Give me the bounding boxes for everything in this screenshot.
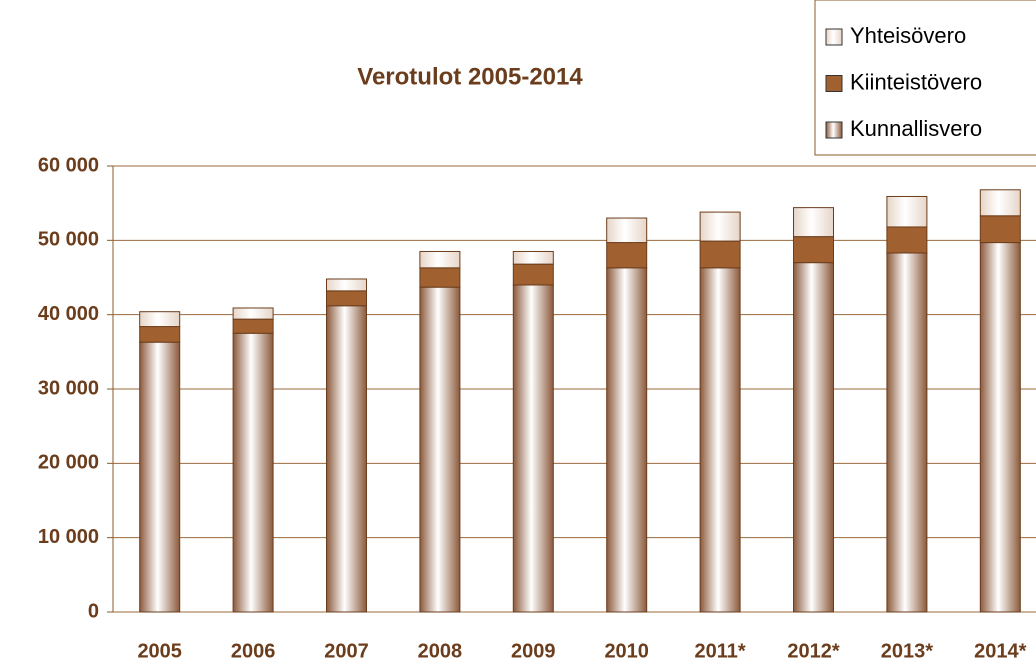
legend-label: Yhteisövero [850, 23, 966, 48]
bar-segment [979, 215, 1021, 244]
bar-segment [326, 290, 367, 307]
y-tick-label: 10 000 [38, 526, 99, 548]
bar-segment [512, 263, 554, 286]
bar-segment [979, 242, 1021, 613]
bar-segment [979, 189, 1021, 217]
bar-segment [512, 284, 554, 613]
legend-label: Kiinteistövero [850, 69, 982, 94]
x-tick-label: 2013* [881, 640, 933, 662]
bar-segment [232, 318, 274, 334]
y-tick-label: 30 000 [38, 377, 99, 399]
bar-segment [326, 305, 367, 613]
bar-segment [419, 267, 461, 288]
x-tick-label: 2007 [324, 640, 369, 662]
legend-label: Kunnallisvero [850, 116, 982, 141]
bar-segment [606, 267, 648, 613]
bar-segment [139, 311, 181, 328]
y-tick-label: 60 000 [38, 154, 99, 176]
bar-segment [699, 267, 741, 613]
bar-segment [699, 240, 741, 269]
x-tick-label: 2010 [604, 640, 649, 662]
bar-segment [699, 211, 741, 242]
y-tick-label: 40 000 [38, 303, 99, 325]
bar-segment [232, 307, 274, 320]
y-tick-label: 0 [88, 600, 99, 622]
bar-segment [886, 226, 928, 254]
x-tick-label: 2011* [695, 640, 746, 662]
x-tick-label: 2009 [511, 640, 556, 662]
bar-segment [139, 326, 181, 343]
x-tick-label: 2008 [418, 640, 463, 662]
legend-box [814, 0, 1036, 156]
legend-swatch [825, 75, 843, 92]
bar-segment [886, 195, 928, 228]
x-tick-label: 2006 [231, 640, 276, 662]
legend-swatch [825, 28, 843, 46]
y-tick-label: 20 000 [38, 452, 99, 474]
x-tick-label: 2012* [787, 640, 839, 662]
bar-segment [886, 252, 928, 613]
x-tick-label: 2005 [137, 640, 182, 662]
bar-segment [793, 236, 834, 264]
y-tick-label: 50 000 [38, 229, 99, 251]
bar-segment [793, 262, 834, 613]
bar-segment [793, 207, 834, 238]
chart-title: Verotulot 2005-2014 [357, 63, 583, 90]
bar-segment [326, 278, 367, 292]
bar-segment [419, 286, 461, 613]
bar-segment [606, 217, 648, 244]
bar-segment [139, 341, 181, 613]
x-tick-label: 2014* [974, 640, 1026, 662]
bar-segment [606, 242, 648, 269]
legend-swatch [825, 121, 843, 139]
bar-segment [419, 250, 461, 269]
bar-segment [512, 250, 554, 265]
bar-segment [232, 332, 274, 613]
